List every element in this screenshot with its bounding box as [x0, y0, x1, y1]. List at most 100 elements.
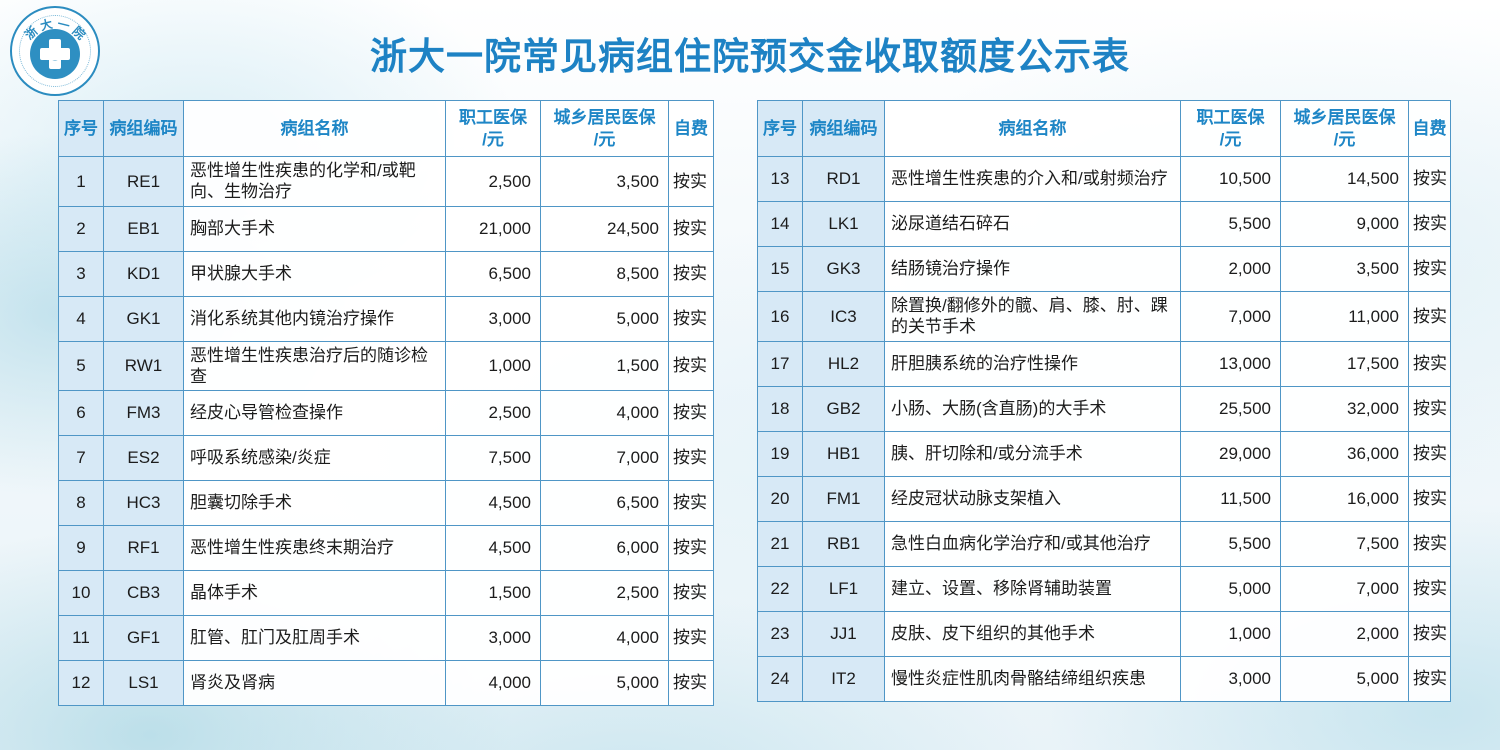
resident-insurance-amount-cell: 14,500: [1280, 156, 1409, 202]
resident-insurance-amount-cell: 4,000: [540, 390, 669, 436]
group-name-cell: 经皮冠状动脉支架植入: [884, 475, 1181, 522]
group-code-cell: KD1: [103, 250, 184, 297]
self-pay-cell: 按实: [668, 570, 714, 616]
group-name-cell: 消化系统其他内镜治疗操作: [183, 295, 446, 342]
self-pay-cell: 按实: [1408, 291, 1451, 342]
resident-insurance-amount-cell: 7,000: [1280, 565, 1409, 612]
employee-insurance-amount-cell: 4,500: [445, 480, 541, 526]
row-index-cell: 13: [757, 156, 803, 202]
table-row: 2 EB1 胸部大手术 21,000 24,500 按实: [58, 205, 714, 252]
header-resident-label: 城乡居民医保: [553, 108, 656, 128]
employee-insurance-amount-cell: 11,500: [1180, 475, 1281, 522]
resident-insurance-amount-cell: 9,000: [1280, 201, 1409, 247]
row-index-cell: 10: [58, 570, 104, 616]
row-index-cell: 14: [757, 201, 803, 247]
table-row: 23 JJ1 皮肤、皮下组织的其他手术 1,000 2,000 按实: [757, 610, 1451, 657]
table-row: 10 CB3 晶体手术 1,500 2,500 按实: [58, 570, 714, 616]
group-code-cell: RE1: [103, 156, 184, 207]
group-name-cell: 经皮心导管检查操作: [183, 390, 446, 436]
group-name-cell: 慢性炎症性肌肉骨骼结缔组织疾患: [884, 655, 1181, 702]
medical-cross-icon: [40, 39, 70, 70]
self-pay-cell: 按实: [1408, 475, 1451, 522]
group-code-cell: RF1: [103, 525, 184, 571]
header-no: 序号: [58, 100, 104, 157]
self-pay-cell: 按实: [1408, 385, 1451, 432]
employee-insurance-amount-cell: 4,500: [445, 525, 541, 571]
resident-insurance-amount-cell: 32,000: [1280, 385, 1409, 432]
group-name-cell: 小肠、大肠(含直肠)的大手术: [884, 385, 1181, 432]
header-resident-insurance: 城乡居民医保 /元: [1280, 100, 1409, 157]
group-code-cell: FM3: [103, 390, 184, 436]
table-row: 19 HB1 胰、肝切除和/或分流手术 29,000 36,000 按实: [757, 430, 1451, 477]
row-index-cell: 22: [757, 565, 803, 612]
table-row: 18 GB2 小肠、大肠(含直肠)的大手术 25,500 32,000 按实: [757, 385, 1451, 432]
group-name-cell: 肝胆胰系统的治疗性操作: [884, 340, 1181, 387]
group-code-cell: IT2: [802, 655, 885, 702]
row-index-cell: 12: [58, 660, 104, 706]
self-pay-cell: 按实: [668, 390, 714, 436]
employee-insurance-amount-cell: 4,000: [445, 660, 541, 706]
table-row: 8 HC3 胆囊切除手术 4,500 6,500 按实: [58, 480, 714, 526]
table-row: 16 IC3 除置换/翻修外的髋、肩、膝、肘、踝的关节手术 7,000 11,000 按实: [757, 291, 1451, 342]
table-row: 5 RW1 恶性增生性疾患治疗后的随诊检查 1,000 1,500 按实: [58, 340, 714, 391]
resident-insurance-amount-cell: 8,500: [540, 250, 669, 297]
header-resident-unit: /元: [1333, 129, 1356, 149]
group-name-cell: 晶体手术: [183, 570, 446, 616]
group-name-cell: 甲状腺大手术: [183, 250, 446, 297]
resident-insurance-amount-cell: 1,500: [540, 340, 669, 391]
group-code-cell: LF1: [802, 565, 885, 612]
employee-insurance-amount-cell: 25,500: [1180, 385, 1281, 432]
header-employee-insurance: 职工医保 /元: [445, 100, 541, 157]
row-index-cell: 5: [58, 340, 104, 391]
row-index-cell: 16: [757, 291, 803, 342]
group-code-cell: FM1: [802, 475, 885, 522]
resident-insurance-amount-cell: 24,500: [540, 205, 669, 252]
logo-inner-ring: [19, 15, 91, 87]
row-index-cell: 2: [58, 205, 104, 252]
self-pay-cell: 按实: [668, 250, 714, 297]
employee-insurance-amount-cell: 3,000: [445, 295, 541, 342]
employee-insurance-amount-cell: 5,500: [1180, 201, 1281, 247]
group-name-cell: 急性白血病化学治疗和/或其他治疗: [884, 520, 1181, 567]
header-resident-insurance: 城乡居民医保 /元: [540, 100, 669, 157]
self-pay-cell: 按实: [1408, 520, 1451, 567]
resident-insurance-amount-cell: 4,000: [540, 615, 669, 661]
self-pay-cell: 按实: [1408, 246, 1451, 292]
table-row: 22 LF1 建立、设置、移除肾辅助装置 5,000 7,000 按实: [757, 565, 1451, 612]
table-row: 21 RB1 急性白血病化学治疗和/或其他治疗 5,500 7,500 按实: [757, 520, 1451, 567]
employee-insurance-amount-cell: 21,000: [445, 205, 541, 252]
employee-insurance-amount-cell: 10,500: [1180, 156, 1281, 202]
employee-insurance-amount-cell: 2,500: [445, 390, 541, 436]
resident-insurance-amount-cell: 17,500: [1280, 340, 1409, 387]
employee-insurance-amount-cell: 3,000: [445, 615, 541, 661]
self-pay-cell: 按实: [1408, 156, 1451, 202]
header-employee-label: 职工医保: [1196, 108, 1265, 128]
resident-insurance-amount-cell: 6,000: [540, 525, 669, 571]
group-name-cell: 恶性增生性疾患治疗后的随诊检查: [183, 340, 446, 391]
self-pay-cell: 按实: [1408, 610, 1451, 657]
table-row: 6 FM3 经皮心导管检查操作 2,500 4,000 按实: [58, 390, 714, 436]
group-code-cell: LS1: [103, 660, 184, 706]
row-index-cell: 20: [757, 475, 803, 522]
group-code-cell: RB1: [802, 520, 885, 567]
table-row: 11 GF1 肛管、肛门及肛周手术 3,000 4,000 按实: [58, 615, 714, 661]
resident-insurance-amount-cell: 11,000: [1280, 291, 1409, 342]
row-index-cell: 23: [757, 610, 803, 657]
page-title: 浙大一院常见病组住院预交金收取额度公示表: [370, 36, 1130, 77]
employee-insurance-amount-cell: 2,000: [1180, 246, 1281, 292]
table-row: 20 FM1 经皮冠状动脉支架植入 11,500 16,000 按实: [757, 475, 1451, 522]
employee-insurance-amount-cell: 7,500: [445, 435, 541, 481]
employee-insurance-amount-cell: 1,000: [1180, 610, 1281, 657]
group-code-cell: EB1: [103, 205, 184, 252]
table-row: 9 RF1 恶性增生性疾患终末期治疗 4,500 6,000 按实: [58, 525, 714, 571]
row-index-cell: 15: [757, 246, 803, 292]
self-pay-cell: 按实: [1408, 430, 1451, 477]
table-row: 15 GK3 结肠镜治疗操作 2,000 3,500 按实: [757, 246, 1451, 292]
group-name-cell: 呼吸系统感染/炎症: [183, 435, 446, 481]
row-index-cell: 6: [58, 390, 104, 436]
employee-insurance-amount-cell: 5,500: [1180, 520, 1281, 567]
self-pay-cell: 按实: [668, 156, 714, 207]
group-code-cell: HL2: [802, 340, 885, 387]
tables-container: 序号 病组编码 病组名称 职工医保 /元 城乡居民医保 /元 自费 1 RE1 恶性…: [58, 100, 1451, 706]
group-name-cell: 恶性增生性疾患的介入和/或射频治疗: [884, 156, 1181, 202]
